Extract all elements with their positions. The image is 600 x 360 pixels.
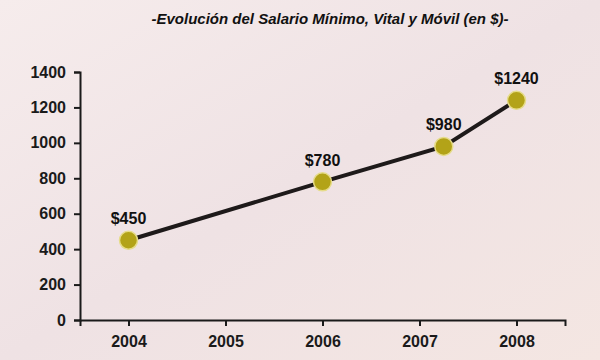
tick-label: 400: [39, 241, 66, 258]
tick-label: 2007: [402, 333, 438, 350]
data-label: $1240: [494, 70, 539, 87]
tick-mark: [322, 320, 324, 326]
tick-mark: [74, 107, 80, 109]
data-labels: $450 $780 $980 $1240: [111, 70, 539, 227]
tick: 400: [39, 241, 80, 258]
tick-label: 2005: [208, 333, 244, 350]
tick-label: 200: [39, 276, 66, 293]
tick-label: 1200: [30, 99, 66, 116]
tick: 200: [39, 276, 80, 293]
tick: 2005: [208, 320, 244, 350]
y-axis: 0 200 400 600 800 1000 1200 1400: [30, 64, 80, 329]
tick-label: 0: [57, 312, 66, 329]
line: [129, 100, 517, 240]
tick-mark: [74, 213, 80, 215]
marker: [435, 137, 453, 155]
tick: 800: [39, 170, 80, 187]
tick: 2007: [402, 320, 438, 350]
tick: 1400: [30, 64, 80, 81]
data-label: $450: [111, 210, 147, 227]
tick: 0: [57, 312, 80, 329]
tick-mark: [74, 178, 80, 180]
tick-mark: [516, 320, 518, 326]
tick: 2006: [305, 320, 341, 350]
marker: [508, 91, 526, 109]
tick-label: 2006: [305, 333, 341, 350]
tick-label: 800: [39, 170, 66, 187]
tick-mark: [419, 320, 421, 326]
marks: [120, 91, 526, 249]
tick: 600: [39, 205, 80, 222]
tick-label: 2008: [499, 333, 535, 350]
tick-mark: [74, 284, 80, 286]
tick-mark: [74, 142, 80, 144]
tick: 1000: [30, 134, 80, 151]
chart: -Evolución del Salario Mínimo, Vital y M…: [0, 0, 600, 360]
axis-line: [74, 73, 81, 321]
tick-mark: [74, 249, 80, 251]
tick: 1200: [30, 99, 80, 116]
tick-label: 600: [39, 205, 66, 222]
x-axis: 2004 2005 2006 2007 2008: [81, 320, 566, 350]
tick-mark: [128, 320, 130, 326]
data-label: $980: [426, 116, 462, 133]
marker: [314, 173, 332, 191]
axis-line: [81, 321, 566, 327]
plot: 2004 2005 2006 2007 2008 0 200 400 600 800 1000 120…: [30, 64, 565, 351]
tick-label: 2004: [111, 333, 147, 350]
tick-mark: [74, 320, 80, 322]
tick: 2004: [111, 320, 147, 350]
background: [0, 0, 600, 360]
title: -Evolución del Salario Mínimo, Vital y M…: [152, 10, 509, 27]
tick-label: 1400: [30, 64, 66, 81]
tick-mark: [74, 72, 80, 74]
data-label: $780: [305, 152, 341, 169]
tick-mark: [225, 320, 227, 326]
marker: [120, 231, 138, 249]
tick: 2008: [499, 320, 535, 350]
tick-label: 1000: [30, 134, 66, 151]
